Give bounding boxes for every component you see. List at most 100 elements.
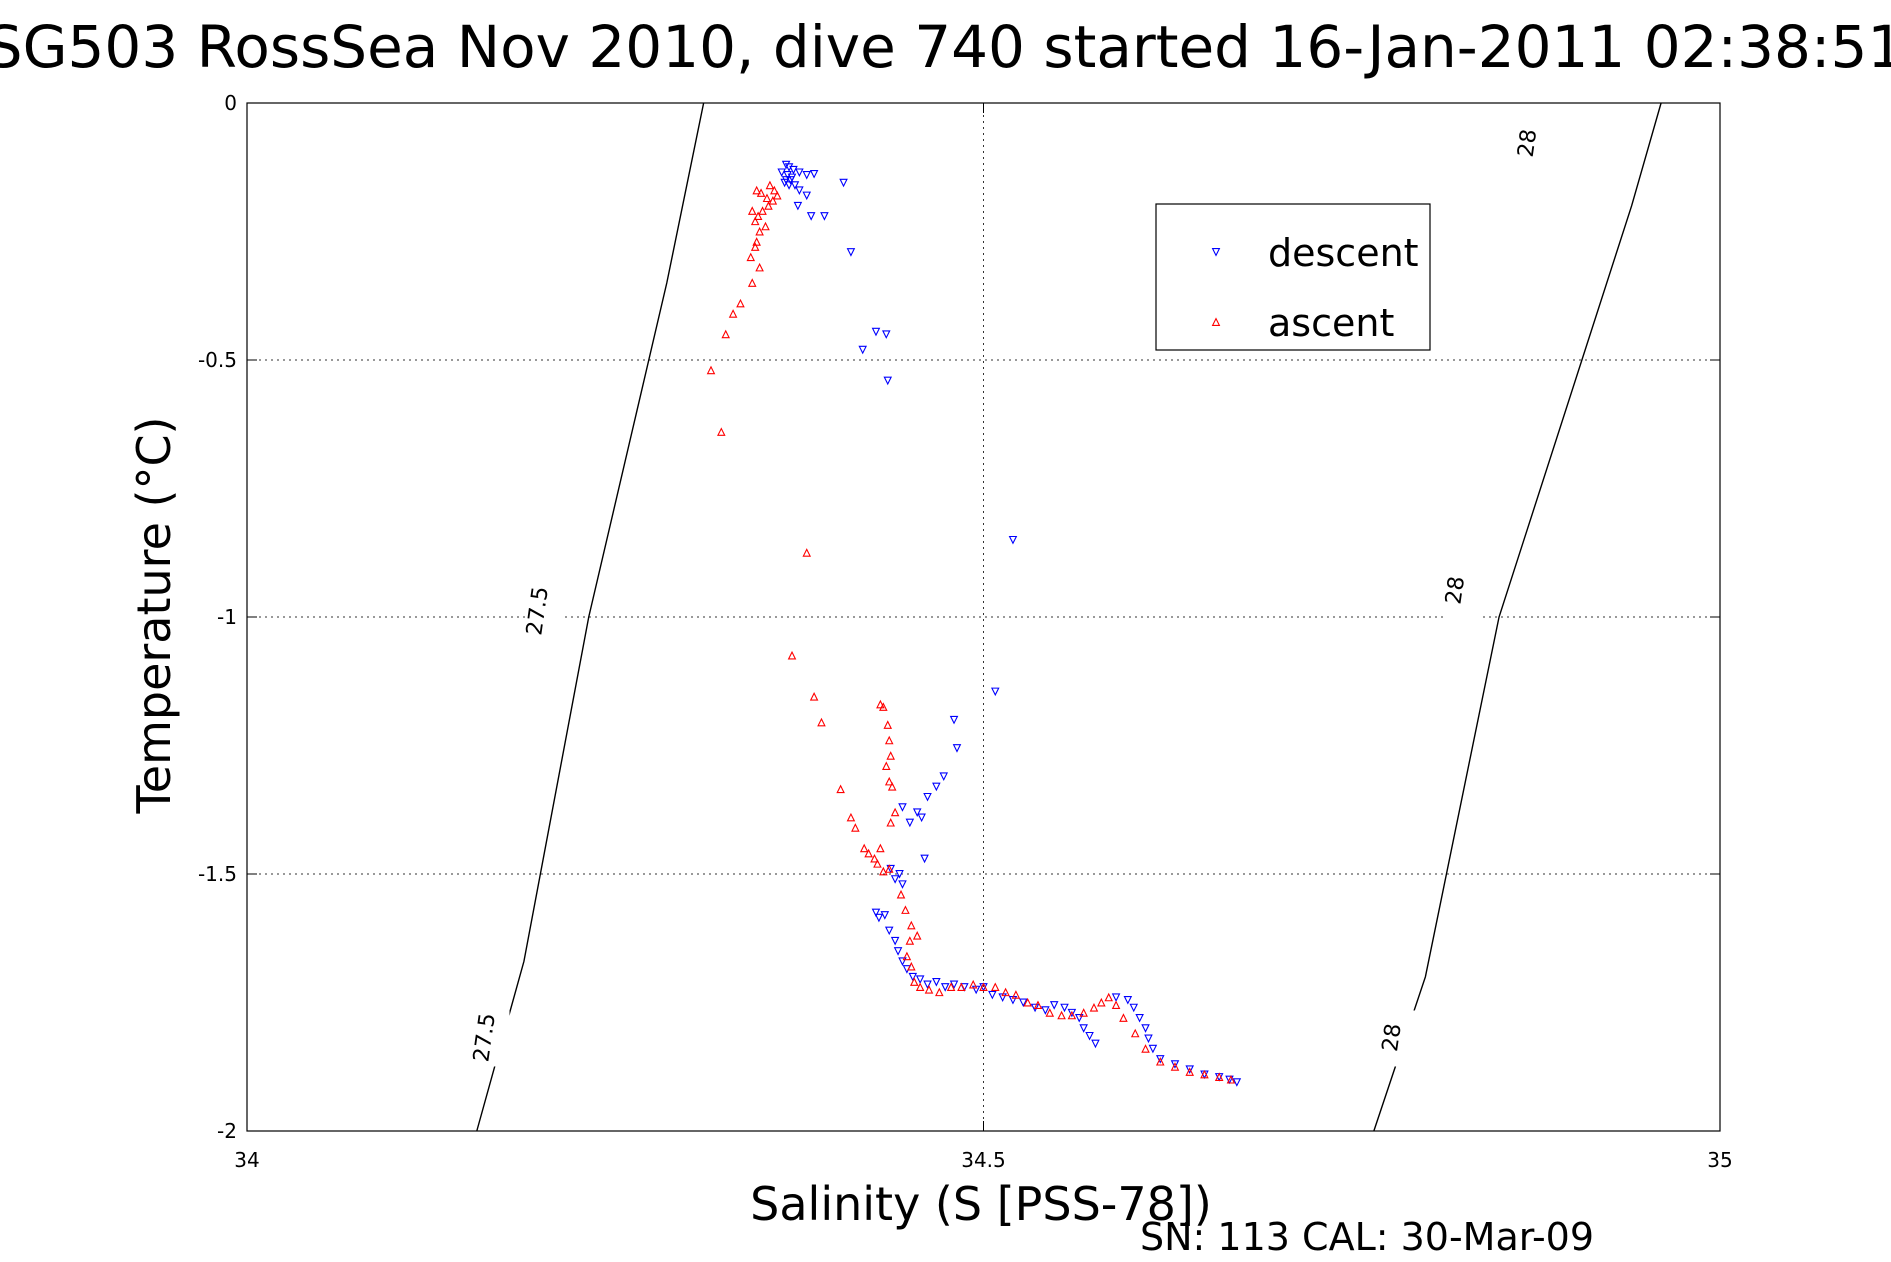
y-tick-label: 0: [224, 91, 237, 115]
ascent-point: [879, 866, 888, 876]
ascent-point: [890, 807, 900, 817]
footer-serial-calibration: SN: 113 CAL: 30-Mar-09: [1140, 1215, 1594, 1259]
ascent-point: [1067, 1010, 1077, 1020]
descent-point: [949, 715, 959, 725]
descent-point: [802, 191, 812, 201]
ascent-point: [787, 650, 797, 660]
descent-point: [920, 854, 929, 864]
ascent-point: [747, 278, 757, 287]
ascent-point: [879, 702, 888, 711]
ascent-point: [752, 237, 761, 246]
contour-label-background: [1516, 116, 1553, 173]
descent-point: [898, 957, 907, 967]
ascent-point: [1104, 992, 1113, 1002]
descent-point: [1079, 1024, 1088, 1033]
descent-point: [1074, 1013, 1084, 1023]
ascent-point: [881, 761, 891, 771]
descent-point: [871, 327, 881, 337]
ascent-point: [750, 242, 760, 251]
contour-label-background: [473, 1010, 510, 1067]
ascent-point: [1170, 1062, 1180, 1071]
descent-point: [1111, 993, 1121, 1002]
contour-label: 28: [1514, 128, 1543, 159]
ascent-point: [752, 185, 761, 195]
ascent-point: [935, 987, 944, 997]
descent-point: [1060, 1003, 1069, 1013]
ascent-point: [1141, 1044, 1150, 1053]
y-tick-label: -0.5: [198, 348, 237, 372]
ascent-point: [902, 951, 912, 961]
descent-point: [940, 983, 950, 992]
ascent-point: [1023, 997, 1032, 1007]
x-axis-label: Salinity (S [PSS-78]): [750, 1177, 1212, 1231]
ascent-point: [912, 931, 922, 940]
axes-layer: 34 34.5 35 0 -0.5 -1 -1.5 -2: [198, 91, 1733, 1172]
ascent-point: [746, 252, 756, 262]
ascent-point: [750, 216, 760, 226]
ascent-point: [1001, 987, 1010, 997]
x-tick-label: 34: [234, 1148, 259, 1172]
descent-point: [858, 345, 868, 355]
ascent-point: [1185, 1067, 1195, 1076]
ascent-point: [761, 221, 770, 231]
descent-point: [915, 975, 925, 984]
descent-point: [1225, 1075, 1234, 1085]
contour-label: 28: [1378, 1022, 1407, 1053]
ascent-point: [706, 365, 716, 375]
descent-point: [1123, 995, 1133, 1005]
ascent-point: [957, 982, 966, 992]
data-series-layer: [706, 160, 1242, 1087]
ascent-point: [768, 196, 778, 205]
descent-point: [912, 808, 922, 817]
descent-point: [952, 744, 962, 753]
contour-label-background: [1380, 1010, 1417, 1067]
descent-point: [880, 911, 890, 920]
ascent-point: [802, 548, 812, 557]
descent-point: [874, 913, 884, 923]
descent-point: [1170, 1060, 1180, 1069]
descent-point: [1049, 1001, 1059, 1010]
ascent-point: [1089, 1003, 1099, 1012]
ascent-point: [1155, 1056, 1165, 1066]
ascent-point: [909, 977, 919, 986]
ascent-point: [817, 717, 826, 727]
ascent-point: [886, 817, 895, 827]
ascent-point: [728, 309, 738, 318]
descent-point: [1148, 1044, 1158, 1054]
ascent-point: [755, 262, 764, 272]
ascent-point: [770, 185, 779, 195]
ascent-point: [884, 776, 894, 786]
ascent-point: [883, 720, 893, 729]
descent-point: [780, 178, 789, 188]
ascent-point: [946, 982, 956, 992]
descent-point: [789, 165, 798, 175]
ascent-point: [864, 848, 873, 858]
descent-point: [883, 376, 893, 386]
ascent-point: [859, 843, 869, 853]
ascent-point: [1011, 990, 1021, 999]
descent-point: [939, 772, 949, 781]
descent-point: [890, 875, 900, 884]
descent-point: [1155, 1055, 1165, 1064]
ascent-point: [884, 735, 894, 745]
descent-point: [898, 880, 907, 889]
descent-point: [990, 687, 1000, 697]
ascent-point: [753, 211, 763, 221]
descent-point: [846, 248, 856, 257]
ascent-point: [846, 812, 856, 822]
ascent-point: [1057, 1010, 1066, 1020]
descent-point: [777, 168, 786, 178]
legend-label-ascent: ascent: [1268, 301, 1394, 345]
ascent-point: [884, 864, 894, 873]
ascent-point: [721, 329, 731, 339]
ascent-point: [758, 206, 767, 215]
descent-point: [893, 947, 903, 956]
descent-point: [806, 212, 816, 221]
descent-point: [898, 803, 907, 812]
x-tick-label: 35: [1707, 1148, 1732, 1172]
ascent-point: [1119, 1013, 1128, 1022]
ascent-point: [876, 699, 885, 709]
ascent-point: [979, 982, 988, 992]
